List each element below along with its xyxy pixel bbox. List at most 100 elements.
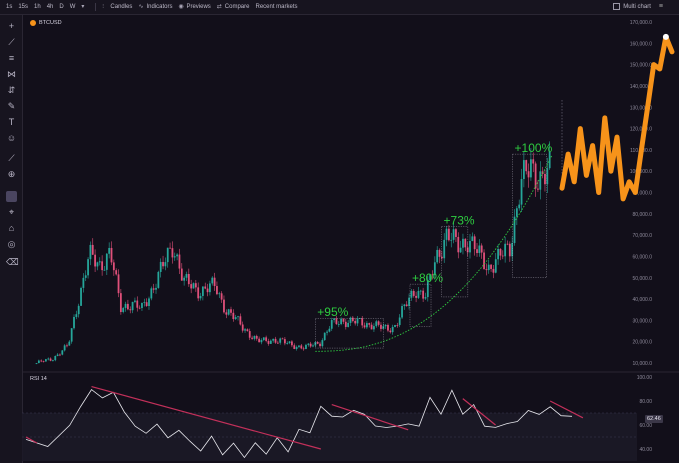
rsi-axis-label: 40.00 [639, 447, 652, 453]
magnet-icon[interactable] [6, 191, 17, 202]
trash-icon[interactable]: ⌫ [6, 257, 19, 267]
candle-body [316, 342, 319, 344]
candle-body [490, 264, 492, 269]
lock-icon[interactable]: ⌂ [8, 223, 15, 233]
candle-body [68, 341, 71, 346]
candle-body [108, 247, 111, 254]
timeframe-d[interactable]: D [59, 4, 64, 10]
menu-icon[interactable]: ≡ [658, 3, 663, 10]
timeframe-dropdown[interactable]: ▾ [81, 4, 89, 10]
candles-label: Candles [110, 4, 133, 10]
trendline-icon[interactable]: ⟋ [8, 37, 15, 47]
candle-body [232, 312, 235, 320]
candle-body [286, 343, 289, 344]
candle-body [450, 239, 453, 241]
candle-body [546, 168, 549, 185]
fib-icon[interactable]: ≡ [8, 53, 15, 63]
candle-body [269, 340, 272, 344]
candle-body [204, 286, 207, 289]
candle-body [312, 345, 314, 347]
price-axis-label: 60,000.0 [633, 254, 653, 260]
timeframe-1h[interactable]: 1h [34, 4, 41, 10]
candle-body [330, 320, 333, 329]
eye-icon[interactable]: ◎ [7, 239, 16, 249]
candle-body [291, 341, 293, 346]
brush-icon[interactable]: ✎ [7, 101, 16, 111]
candle-body [119, 293, 122, 313]
candle-body [227, 309, 230, 315]
text-icon[interactable]: T [8, 117, 15, 127]
candle-body [110, 247, 113, 263]
gain-annotation: +80% [412, 271, 443, 285]
candle-body [211, 277, 214, 284]
previews-label: Previews [186, 4, 211, 10]
candle-body [333, 318, 335, 321]
candle-body [492, 268, 495, 273]
candle-body [178, 254, 181, 269]
rsi-value-badge: 62.46 [645, 415, 663, 423]
price-axis-label: 90,000.0 [633, 191, 653, 197]
previews-button[interactable]: ◉ Previews [178, 4, 211, 11]
recent-markets-button[interactable]: Recent markets [255, 4, 297, 10]
candle-body [394, 325, 396, 327]
timeframe-4h[interactable]: 4h [46, 4, 54, 10]
pattern-icon[interactable]: ⋈ [7, 69, 16, 79]
candle-body [448, 228, 450, 241]
candle-body [248, 331, 251, 338]
left-drawing-toolbar: + ⟋ ≡ ⋈ ⇵ ✎ T ☺ ⟋ ⊕ ⌖ ⌂ ◎ ⌫ [0, 15, 23, 463]
candle-body [424, 297, 427, 299]
candle-body [171, 248, 174, 258]
candle-body [408, 297, 410, 307]
candle-body [262, 337, 265, 341]
candle-body [513, 216, 516, 244]
price-chart[interactable]: 170,000.0 160,000.0 150,000.0 140,000.0 130,… [22, 15, 679, 463]
multi-chart-button[interactable]: Multi chart ≡ [613, 3, 663, 10]
compare-icon: ⇄ [216, 3, 222, 10]
rsi-axis-label: 60.00 [639, 423, 652, 429]
candle-body [143, 302, 146, 304]
candle-body [190, 284, 193, 289]
candle-body [281, 338, 284, 340]
measure-icon[interactable]: ⇵ [7, 85, 16, 95]
symbol-label[interactable]: BTCUSD [30, 20, 62, 26]
cursor-icon[interactable]: ⌖ [8, 207, 15, 217]
candle-body [176, 254, 179, 257]
candle-body [473, 236, 476, 250]
ruler-icon[interactable]: ⟋ [8, 153, 15, 163]
candle-body [54, 355, 57, 361]
timeframe-1s[interactable]: 1s [6, 4, 13, 10]
price-axis-label: 50,000.0 [633, 276, 653, 282]
candle-body [129, 309, 132, 311]
candle-body [194, 283, 197, 288]
candle-body [288, 341, 291, 344]
candle-body [183, 277, 186, 281]
timeframe-15s[interactable]: 15s [18, 4, 29, 10]
candle-body [398, 317, 401, 326]
candle-body [234, 317, 237, 320]
candle-body [185, 273, 188, 278]
compare-button[interactable]: ⇄ Compare [216, 3, 250, 11]
candle-body [380, 324, 382, 329]
candle-body [302, 348, 305, 350]
candle-body [307, 343, 310, 345]
price-axis-label: 160,000.0 [630, 41, 652, 47]
crosshair-icon[interactable]: + [8, 21, 15, 31]
candle-body [173, 256, 176, 258]
rsi-label: RSI 14 [30, 376, 47, 382]
candle-body [89, 244, 92, 260]
candle-body [96, 262, 99, 267]
candle-body [84, 275, 87, 278]
emoji-icon[interactable]: ☺ [6, 133, 17, 143]
candle-body [253, 335, 256, 339]
rsi-axis-label: 80.00 [639, 399, 652, 405]
timeframe-w[interactable]: W [69, 4, 76, 10]
candle-body [471, 236, 474, 241]
candles-button[interactable]: ⫶ Candles [102, 4, 133, 11]
candle-body [539, 171, 542, 190]
price-axis-label: 20,000.0 [633, 340, 653, 346]
zoom-icon[interactable]: ⊕ [7, 169, 16, 179]
indicators-button[interactable]: ∿ Indicators [138, 4, 172, 11]
candle-body [497, 248, 500, 260]
candle-body [124, 303, 127, 308]
candle-body [59, 354, 61, 356]
